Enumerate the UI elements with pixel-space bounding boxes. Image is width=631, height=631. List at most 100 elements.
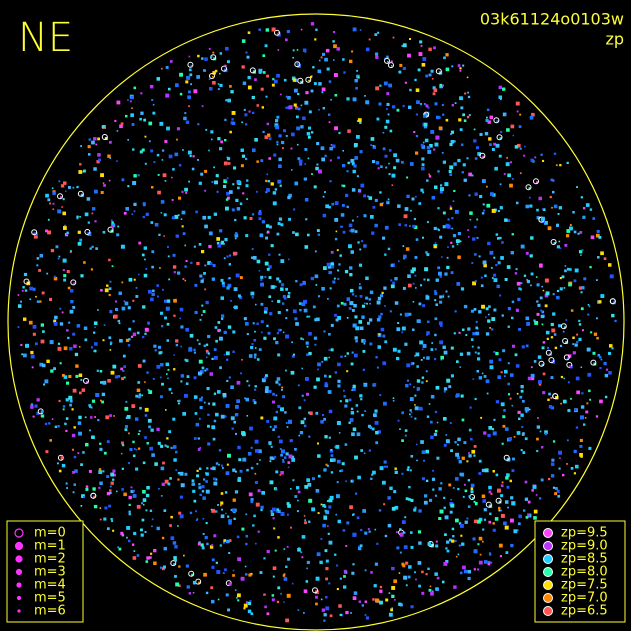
star xyxy=(550,178,554,182)
star xyxy=(430,348,434,351)
star xyxy=(317,233,320,236)
star xyxy=(51,187,54,190)
star xyxy=(574,343,578,347)
star xyxy=(176,138,178,141)
star xyxy=(472,237,476,241)
star xyxy=(283,296,287,300)
star xyxy=(85,442,89,447)
star xyxy=(408,565,412,569)
star xyxy=(40,323,44,327)
star xyxy=(331,144,336,149)
star xyxy=(563,287,566,289)
star xyxy=(89,429,91,432)
star xyxy=(222,396,225,399)
star xyxy=(327,532,330,535)
star xyxy=(283,78,287,82)
star xyxy=(572,343,575,345)
star xyxy=(609,344,613,348)
star xyxy=(349,505,353,509)
star xyxy=(285,452,289,456)
star xyxy=(245,123,248,126)
star xyxy=(324,435,328,439)
star xyxy=(115,300,117,303)
star xyxy=(228,376,231,379)
star xyxy=(403,257,406,260)
star xyxy=(576,333,579,336)
star xyxy=(72,471,75,474)
star xyxy=(297,107,301,111)
star xyxy=(487,319,491,323)
star xyxy=(410,209,412,212)
star xyxy=(109,341,113,344)
star xyxy=(277,404,281,408)
star xyxy=(314,318,318,322)
star xyxy=(576,340,579,343)
star xyxy=(425,251,428,254)
star xyxy=(287,461,291,464)
star xyxy=(343,585,347,589)
star xyxy=(367,424,371,428)
star xyxy=(225,404,230,408)
star xyxy=(256,463,259,465)
star xyxy=(237,599,240,602)
star xyxy=(163,546,167,551)
star xyxy=(343,71,346,74)
star xyxy=(311,507,316,512)
star xyxy=(225,471,230,475)
star xyxy=(375,86,380,91)
star xyxy=(539,263,543,268)
star xyxy=(412,328,415,331)
star xyxy=(251,343,254,345)
star xyxy=(556,489,560,493)
star xyxy=(434,494,437,497)
star xyxy=(321,608,325,612)
star xyxy=(604,373,609,378)
star xyxy=(289,439,293,443)
star xyxy=(336,588,339,591)
star xyxy=(409,409,412,412)
star xyxy=(209,262,213,265)
star xyxy=(234,218,237,222)
star xyxy=(415,134,419,138)
star xyxy=(352,169,356,174)
star xyxy=(291,354,295,358)
magnitude-marker xyxy=(14,528,24,538)
star xyxy=(359,248,362,251)
star xyxy=(69,403,72,407)
star xyxy=(372,598,375,601)
star xyxy=(299,431,304,435)
star xyxy=(346,317,349,319)
star xyxy=(232,251,237,256)
star xyxy=(572,351,576,355)
bright-star xyxy=(566,361,573,368)
star xyxy=(65,429,68,432)
star xyxy=(541,310,545,314)
magnitude-marker xyxy=(16,595,22,601)
star xyxy=(514,272,518,275)
star xyxy=(217,244,222,248)
star xyxy=(485,316,487,318)
star xyxy=(151,186,154,189)
star xyxy=(264,389,269,393)
star xyxy=(506,473,510,477)
star xyxy=(272,191,277,195)
star xyxy=(197,159,199,161)
star xyxy=(436,421,439,424)
star xyxy=(328,582,331,585)
star xyxy=(558,206,562,210)
star xyxy=(226,463,229,466)
star xyxy=(597,256,600,259)
star xyxy=(323,516,328,520)
star xyxy=(111,221,114,224)
star xyxy=(334,201,339,205)
star xyxy=(178,511,182,515)
star xyxy=(528,408,531,411)
star xyxy=(335,513,337,516)
star xyxy=(334,73,338,77)
star xyxy=(298,159,303,164)
magnitude-label: m=0 xyxy=(34,526,66,541)
star xyxy=(224,238,228,242)
star xyxy=(57,342,61,345)
star xyxy=(315,595,318,599)
star xyxy=(300,420,305,425)
